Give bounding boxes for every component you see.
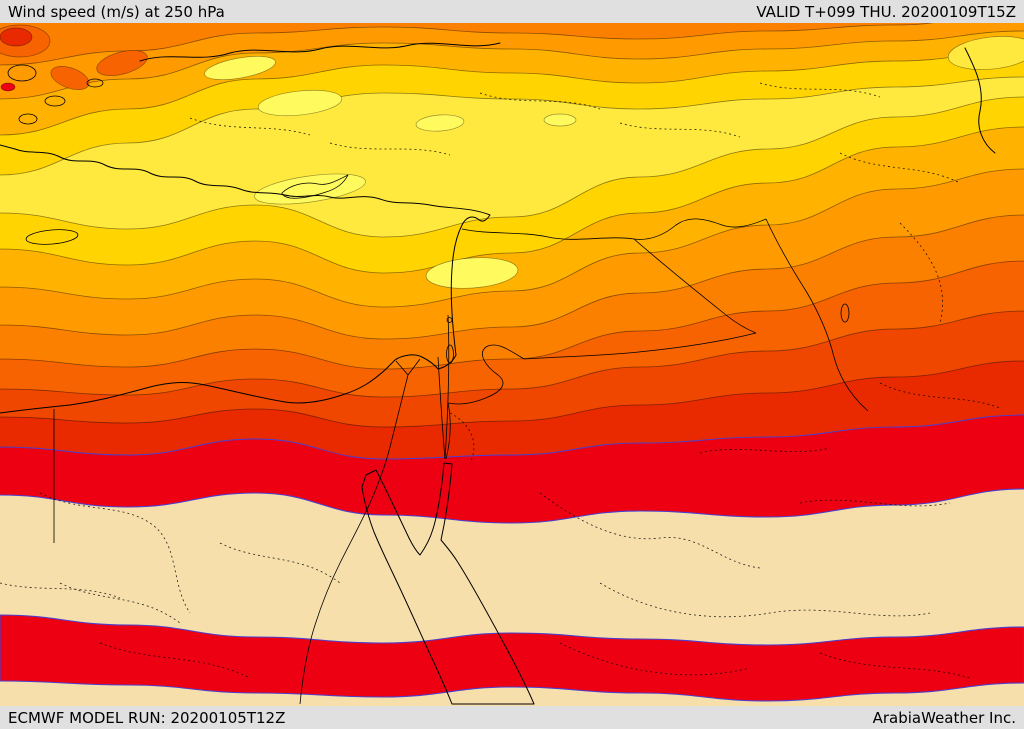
admin-boundary <box>539 492 761 569</box>
isotach-band <box>0 360 1024 428</box>
isotach-bands <box>0 23 1024 702</box>
yellow-patch <box>543 113 577 127</box>
yellow-patch <box>425 257 519 289</box>
isotach-band <box>0 260 1024 370</box>
nile-river <box>299 374 409 705</box>
orange-maximum <box>96 50 148 76</box>
cyprus-island <box>281 174 349 199</box>
isotach-band <box>0 23 931 65</box>
yellow-patch <box>257 89 343 117</box>
isotach-band <box>0 23 1024 99</box>
nile-delta <box>395 358 421 376</box>
isotach-band <box>0 214 1024 340</box>
isotach-band <box>0 30 1024 100</box>
brand-label: ArabiaWeather Inc. <box>872 708 1016 727</box>
map-title: Wind speed (m/s) at 250 hPa <box>8 2 225 21</box>
red-maximum <box>0 27 33 47</box>
model-run-label: ECMWF MODEL RUN: 20200105T12Z <box>8 708 286 727</box>
red-maximum <box>0 82 16 92</box>
admin-boundary <box>59 582 181 624</box>
orange-maximum <box>50 66 90 90</box>
admin-boundary <box>0 582 121 599</box>
footer-bar: ECMWF MODEL RUN: 20200105T12Z ArabiaWeat… <box>0 706 1024 729</box>
border-iraq-saudi <box>523 332 757 360</box>
isotach-band <box>0 414 1024 460</box>
island <box>44 95 66 107</box>
lake <box>840 303 850 323</box>
admin-boundary <box>599 582 931 618</box>
isotach-band <box>0 96 1024 238</box>
yellow-patch <box>415 114 465 132</box>
isotach-band <box>0 168 1024 308</box>
red-sea <box>361 462 535 705</box>
admin-boundary <box>99 642 251 679</box>
admin-boundary <box>899 222 943 324</box>
yellow-patch <box>947 36 1024 70</box>
yellow-patch <box>204 55 276 81</box>
admin-boundary <box>449 412 475 464</box>
isotach-band <box>0 23 934 66</box>
border-syria-iraq <box>633 238 757 334</box>
admin-boundary <box>479 92 601 110</box>
island <box>86 78 104 88</box>
wind-speed-map <box>0 23 1024 706</box>
admin-boundary <box>329 142 451 156</box>
admin-boundary <box>189 117 311 136</box>
admin-boundary <box>219 542 341 584</box>
mediterranean-coastline <box>0 144 491 414</box>
isotach-band <box>0 50 1024 136</box>
isotach-band <box>0 310 1024 398</box>
border-turkey-syria-iraq <box>461 218 767 240</box>
border-jordan-saudi <box>445 344 525 460</box>
caspian-coastline <box>964 47 996 154</box>
admin-boundary <box>759 82 881 98</box>
yellow-patch <box>254 173 366 205</box>
border-egypt-israel <box>437 356 446 460</box>
map-canvas <box>0 23 1024 706</box>
border-iraq-iran <box>765 218 869 412</box>
admin-boundary <box>39 492 191 614</box>
island <box>7 64 37 82</box>
dead-sea <box>446 344 454 364</box>
border-jordan-valley <box>444 314 450 460</box>
island <box>18 113 38 125</box>
admin-boundary <box>819 652 971 679</box>
header-bar: Wind speed (m/s) at 250 hPa VALID T+099 … <box>0 0 1024 23</box>
admin-boundary <box>799 499 951 507</box>
valid-time-label: VALID T+099 THU. 20200109T15Z <box>756 2 1016 21</box>
isotach-band <box>0 126 1024 274</box>
geography-layer <box>0 42 1001 705</box>
black-sea-coastline <box>139 42 501 62</box>
admin-boundary <box>619 122 741 138</box>
crete-island <box>25 229 79 245</box>
sea-of-galilee <box>446 317 453 323</box>
isotach-maxima-patches <box>0 24 1024 289</box>
admin-boundary <box>699 447 831 454</box>
isotach-band <box>0 76 1024 176</box>
isotach-band <box>0 488 1024 524</box>
